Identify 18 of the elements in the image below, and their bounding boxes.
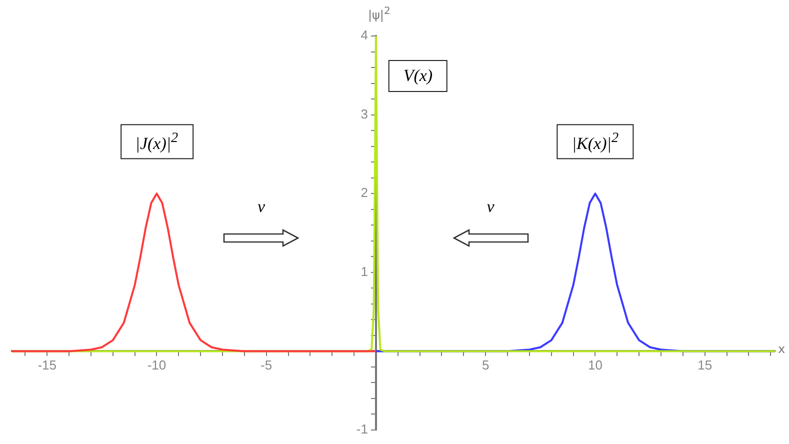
annotation: v bbox=[258, 196, 266, 217]
y-tick-label: 3 bbox=[360, 106, 368, 122]
annotation: V(x) bbox=[388, 60, 448, 92]
y-tick-label: 4 bbox=[360, 28, 368, 43]
x-tick-label: 15 bbox=[698, 358, 712, 373]
x-tick-label: -15 bbox=[38, 358, 56, 373]
x-tick-label: -10 bbox=[147, 358, 166, 373]
y-tick-label: 1 bbox=[360, 264, 368, 279]
x-axis-title: x bbox=[778, 342, 786, 356]
x-tick-label: 10 bbox=[588, 358, 602, 373]
y-tick-label: -1 bbox=[356, 422, 368, 437]
y-axis-title: |ψ|$^{2}$ bbox=[368, 6, 390, 22]
annotation: |J(x)|$^{2}$ bbox=[120, 124, 194, 160]
x-tick-label: -5 bbox=[260, 358, 272, 373]
y-tick-label: 2 bbox=[360, 185, 368, 200]
annotation: v bbox=[486, 196, 494, 217]
x-tick-label: 5 bbox=[482, 358, 490, 373]
annotation: |K(x)|$^{2}$ bbox=[556, 124, 634, 160]
